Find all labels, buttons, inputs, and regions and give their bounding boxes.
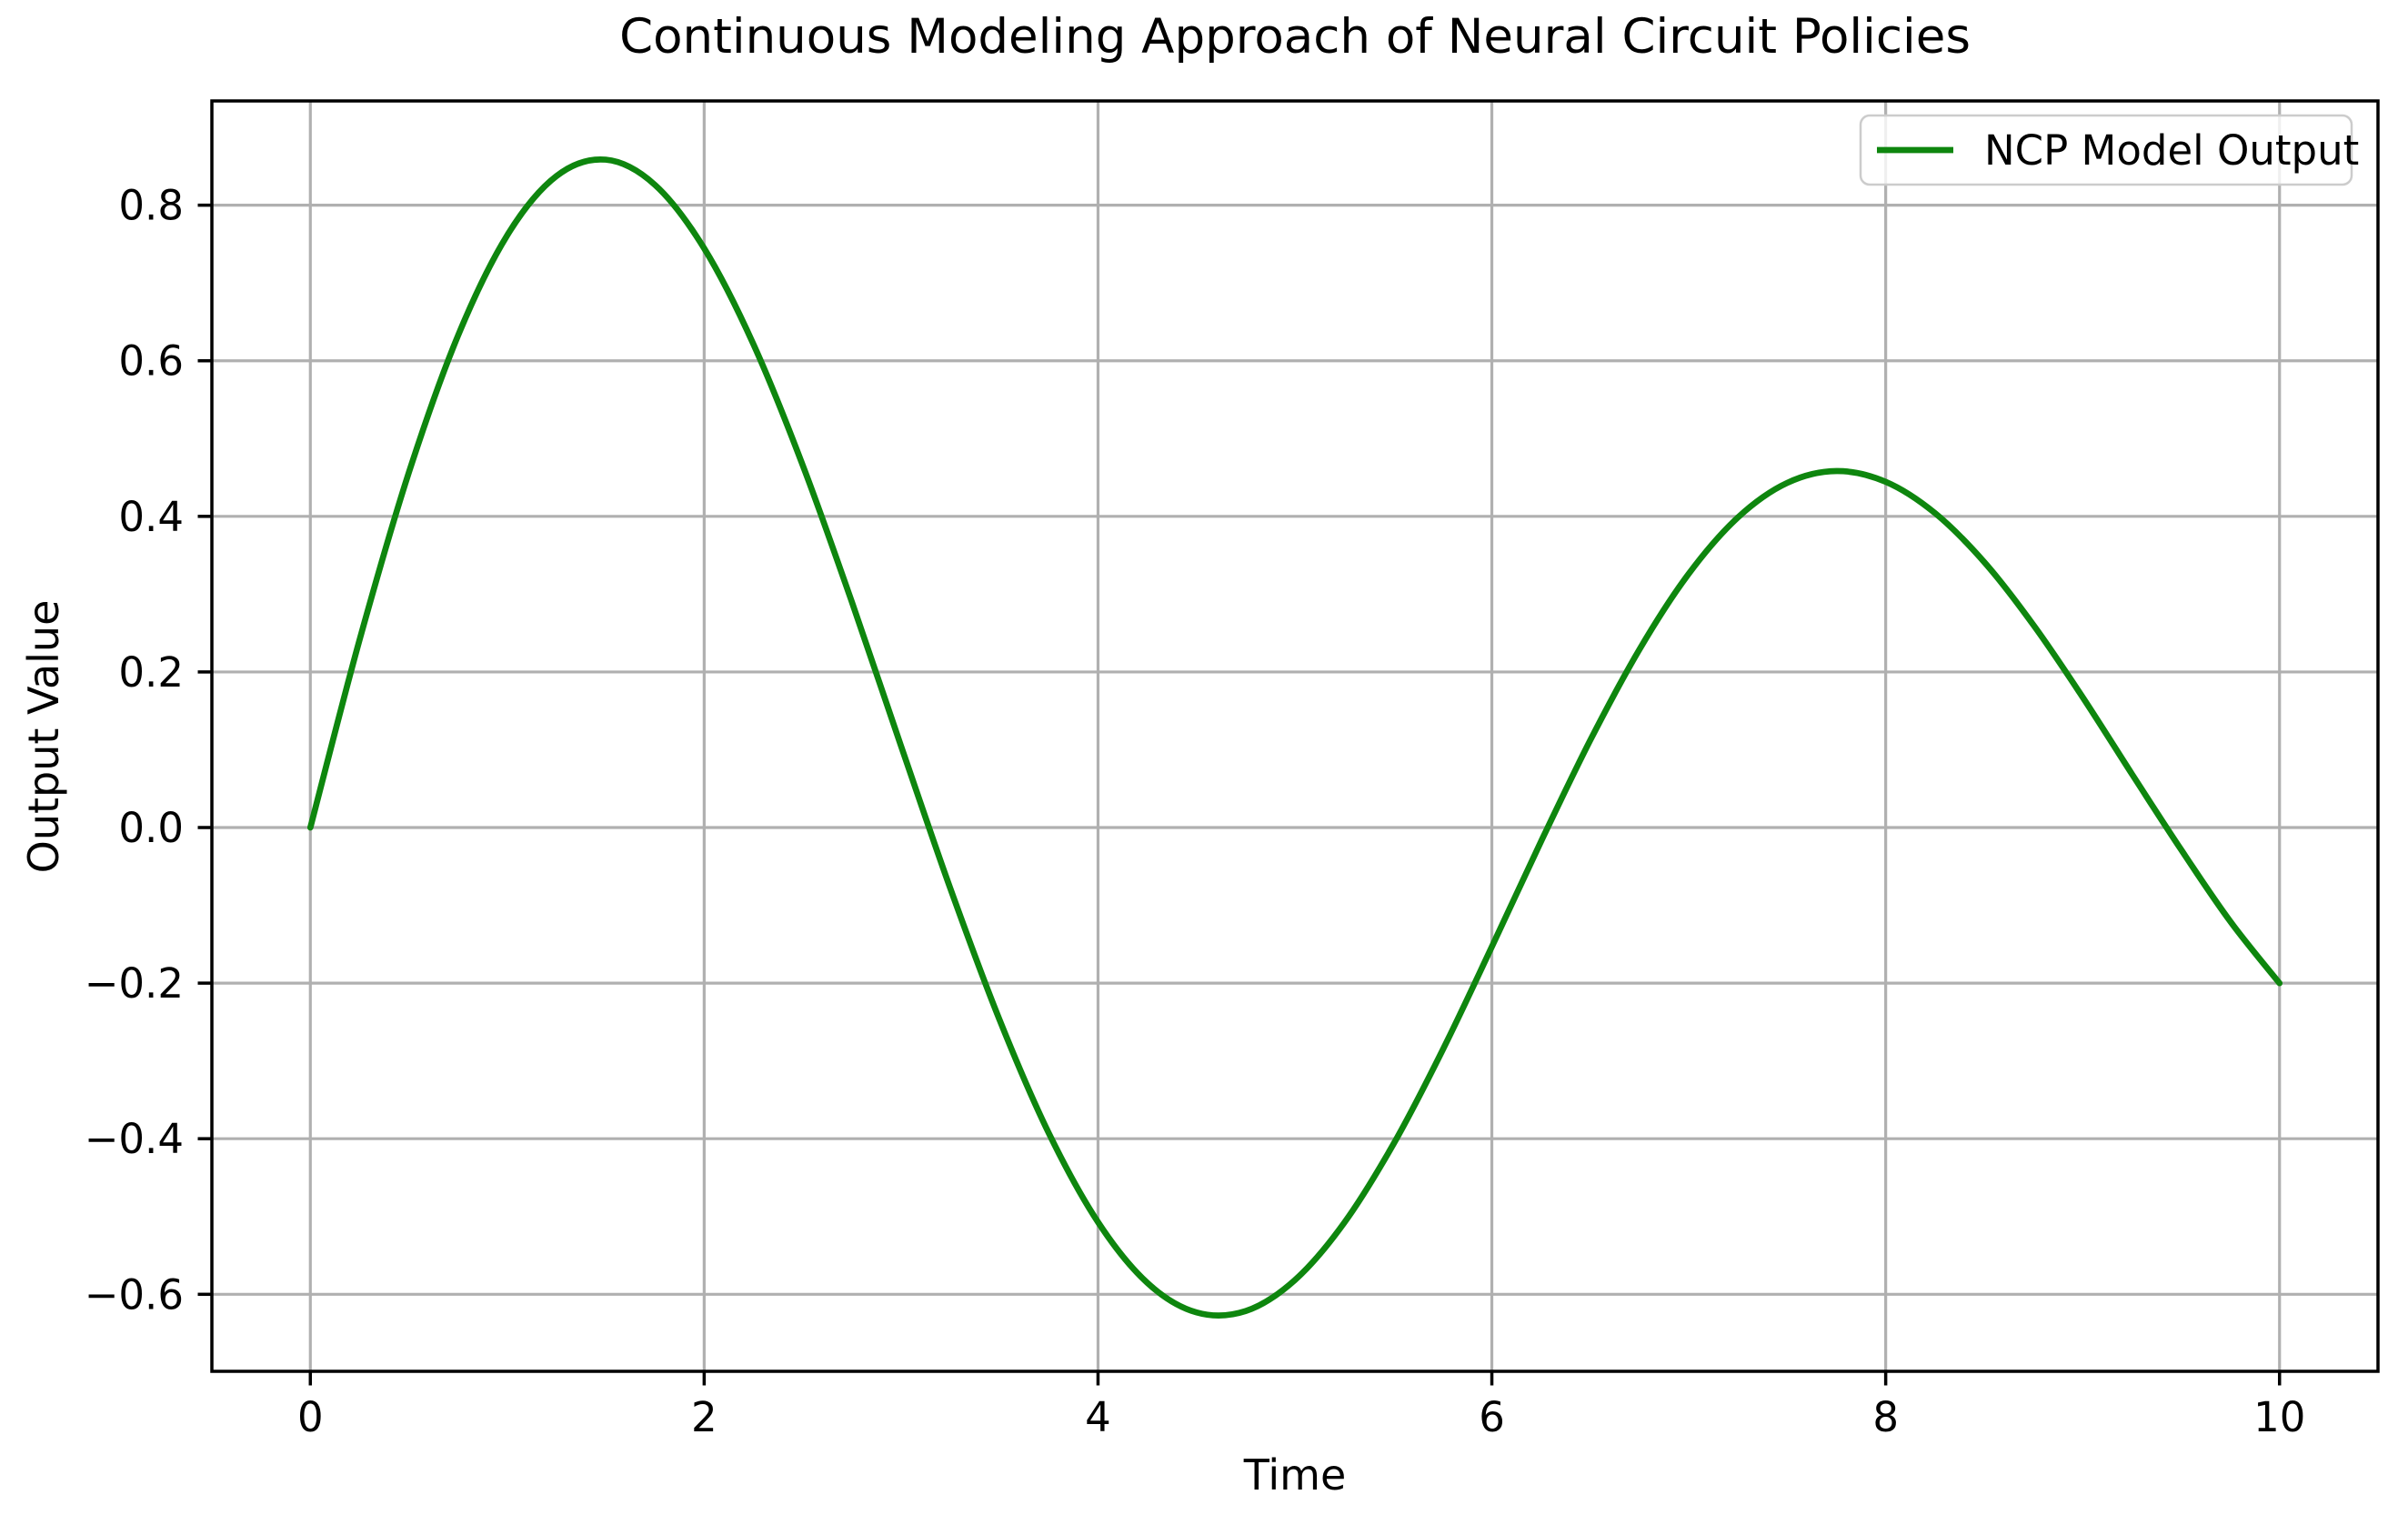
y-tick-label: 0.8 (118, 182, 184, 230)
plot-border (210, 99, 2380, 1373)
gridlines (212, 101, 2378, 1371)
chart-title: Continuous Modeling Approach of Neural C… (619, 9, 1971, 65)
y-tick-label: −0.4 (85, 1115, 184, 1163)
legend-box (1859, 114, 2353, 186)
x-tick-label: 0 (297, 1393, 324, 1441)
x-tick-label: 4 (1085, 1393, 1111, 1441)
x-axis-ticks: 0 2 4 6 8 10 (297, 1371, 2305, 1441)
y-tick-label: 0.4 (118, 493, 184, 541)
y-tick-label: 0.0 (118, 804, 184, 852)
y-tick-label: −0.6 (85, 1270, 184, 1319)
y-axis-ticks: −0.6 −0.4 −0.2 0.0 0.2 0.4 0.6 0.8 (85, 182, 212, 1319)
y-tick-label: 0.2 (118, 648, 184, 697)
x-tick-label: 8 (1872, 1393, 1899, 1441)
y-tick-label: 0.6 (118, 337, 184, 386)
y-tick-label: −0.2 (85, 959, 184, 1008)
x-tick-label: 10 (2253, 1393, 2305, 1441)
legend-entry-label: NCP Model Output (1984, 126, 2359, 175)
ncp-model-output-line (306, 156, 2283, 1319)
y-axis-label: Output Value (19, 600, 68, 874)
legend: NCP Model Output (1859, 114, 2359, 186)
x-axis-label: Time (1243, 1450, 1347, 1500)
x-tick-label: 2 (691, 1393, 717, 1441)
x-tick-label: 6 (1479, 1393, 1505, 1441)
